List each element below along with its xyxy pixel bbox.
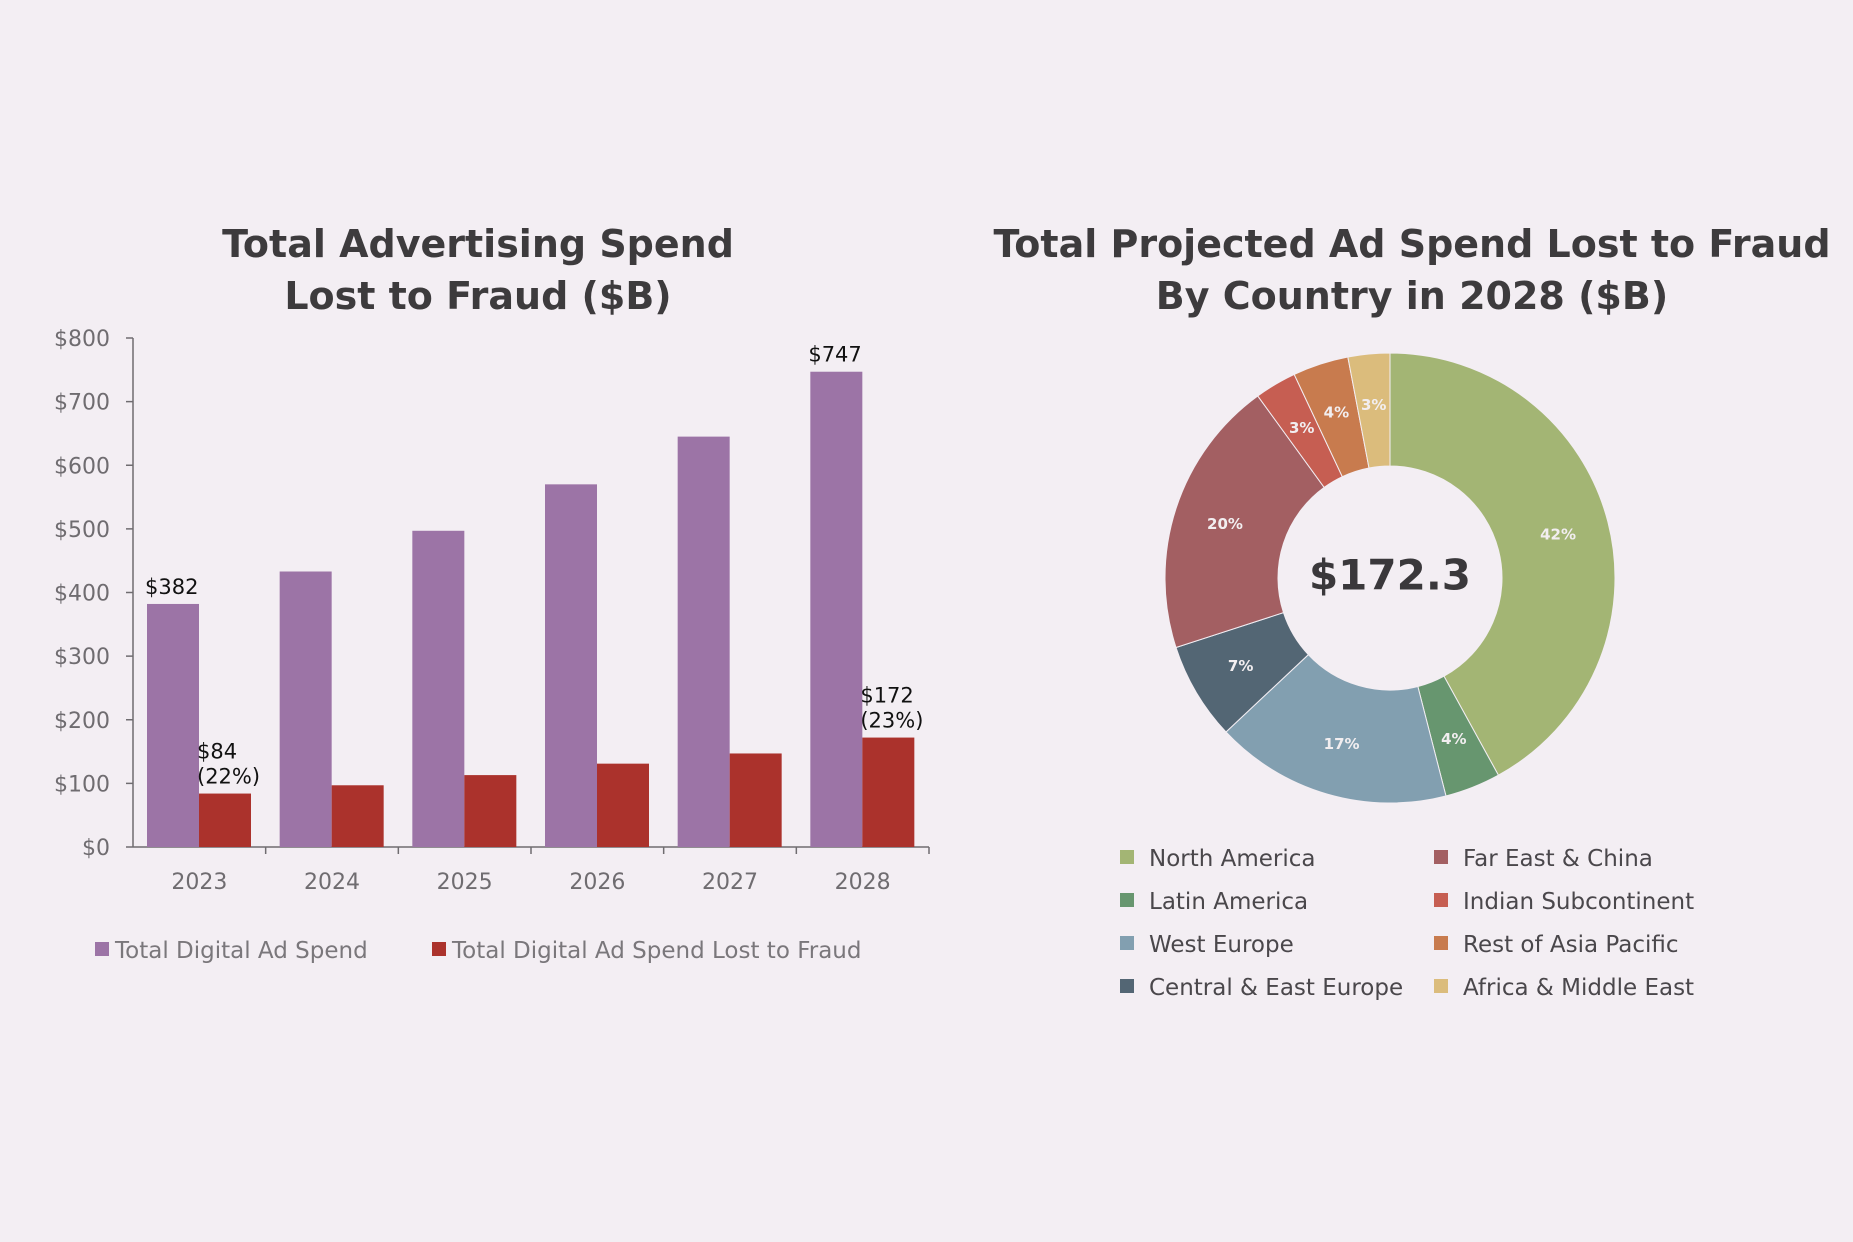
bar-data-label: $382: [145, 575, 198, 599]
donut-percent-label: 17%: [1324, 735, 1360, 753]
x-tick-label: 2023: [171, 870, 227, 895]
legend-swatch: [432, 942, 446, 956]
y-tick-label: $600: [54, 454, 110, 479]
bar-lost-to-fraud: [199, 793, 251, 847]
donut-legend-label: Indian Subcontinent: [1463, 889, 1694, 915]
donut-percent-label: 20%: [1207, 515, 1243, 533]
donut-legend-label: Rest of Asia Pacific: [1463, 932, 1679, 958]
bar-total-spend: [545, 484, 597, 847]
bar-chart-axes: $0 $100 $200 $300 $400 $500 $600 $700 $800 2023 20…: [54, 327, 930, 895]
donut-chart-percent-labels: 42% 4% 17% 7% 20% 3% 4% 3%: [1207, 396, 1576, 753]
donut-slice: [1225, 653, 1447, 804]
donut-chart-legend: North America Latin America West Europe Cen…: [1120, 846, 1694, 1001]
y-tick-label: $500: [54, 518, 110, 543]
donut-legend-label: Central & East Europe: [1149, 975, 1403, 1001]
donut-chart-title-line-2: By Country in 2028 ($B): [1156, 274, 1668, 318]
legend-swatch: [95, 942, 109, 956]
donut-slice: [1164, 395, 1325, 649]
donut-percent-label: 3%: [1361, 396, 1386, 414]
bar-lost-to-fraud: [464, 775, 517, 847]
donut-percent-label: 7%: [1228, 657, 1253, 675]
donut-legend-swatch: [1434, 850, 1448, 864]
donut-legend-label: North America: [1149, 846, 1316, 872]
donut-legend-label: Africa & Middle East: [1463, 975, 1694, 1001]
x-tick-label: 2024: [304, 870, 360, 895]
bar-lost-to-fraud: [729, 753, 782, 847]
donut-legend-label: Latin America: [1149, 889, 1308, 915]
donut-percent-label: 42%: [1540, 525, 1576, 543]
donut-legend-swatch: [1120, 979, 1134, 993]
bar-total-spend: [279, 571, 332, 847]
bar-chart-legend: Total Digital Ad Spend Total Digital Ad S…: [95, 938, 862, 964]
donut-percent-label: 4%: [1324, 403, 1349, 421]
bar-chart-title-line-1: Total Advertising Spend: [222, 222, 734, 266]
y-tick-label: $700: [54, 391, 110, 416]
x-tick-label: 2028: [835, 870, 891, 895]
x-tick-label: 2026: [569, 870, 625, 895]
bar-lost-to-fraud: [331, 785, 384, 847]
bar-total-spend: [677, 436, 730, 847]
bar-chart-data-labels: $382 $84(22%) $747 $172(23%): [145, 343, 923, 789]
bar-lost-to-fraud: [862, 737, 915, 847]
donut-legend-swatch: [1434, 936, 1448, 950]
donut-chart-title-line-1: Total Projected Ad Spend Lost to Fraud: [993, 222, 1830, 266]
donut-legend-swatch: [1120, 850, 1134, 864]
x-tick-label: 2025: [437, 870, 493, 895]
bar-chart-marks: [147, 371, 915, 847]
bar-chart-title-line-2: Lost to Fraud ($B): [284, 274, 671, 318]
donut-percent-label: 3%: [1289, 419, 1314, 437]
y-tick-label: $100: [54, 772, 110, 797]
y-tick-label: $800: [54, 327, 110, 352]
donut-slice: [1347, 352, 1391, 469]
bar-total-spend: [147, 603, 199, 847]
donut-legend-swatch: [1120, 936, 1134, 950]
legend-label: Total Digital Ad Spend Lost to Fraud: [451, 938, 862, 964]
donut-legend-swatch: [1434, 893, 1448, 907]
legend-label: Total Digital Ad Spend: [114, 938, 368, 964]
bar-lost-to-fraud: [597, 763, 649, 847]
donut-legend-label: West Europe: [1149, 932, 1294, 958]
bar-total-spend: [810, 371, 863, 847]
y-tick-label: $200: [54, 709, 110, 734]
bar-data-label: $747: [808, 343, 861, 367]
donut-percent-label: 4%: [1441, 730, 1466, 748]
bar-data-label: (23%): [860, 709, 923, 733]
bar-total-spend: [412, 530, 465, 847]
x-tick-label: 2027: [702, 870, 758, 895]
y-tick-label: $400: [54, 582, 110, 607]
donut-chart-slices: [1164, 352, 1616, 804]
donut-legend-swatch: [1434, 979, 1448, 993]
donut-slice: [1389, 352, 1616, 776]
donut-legend-label: Far East & China: [1463, 846, 1653, 872]
bar-data-label: $172: [860, 684, 913, 708]
bar-data-label: $84: [197, 740, 237, 764]
donut-legend-swatch: [1120, 893, 1134, 907]
donut-center-label: $172.3: [1309, 551, 1471, 600]
y-tick-label: $300: [54, 645, 110, 670]
bar-data-label: (22%): [197, 765, 260, 789]
y-tick-label: $0: [82, 836, 110, 861]
